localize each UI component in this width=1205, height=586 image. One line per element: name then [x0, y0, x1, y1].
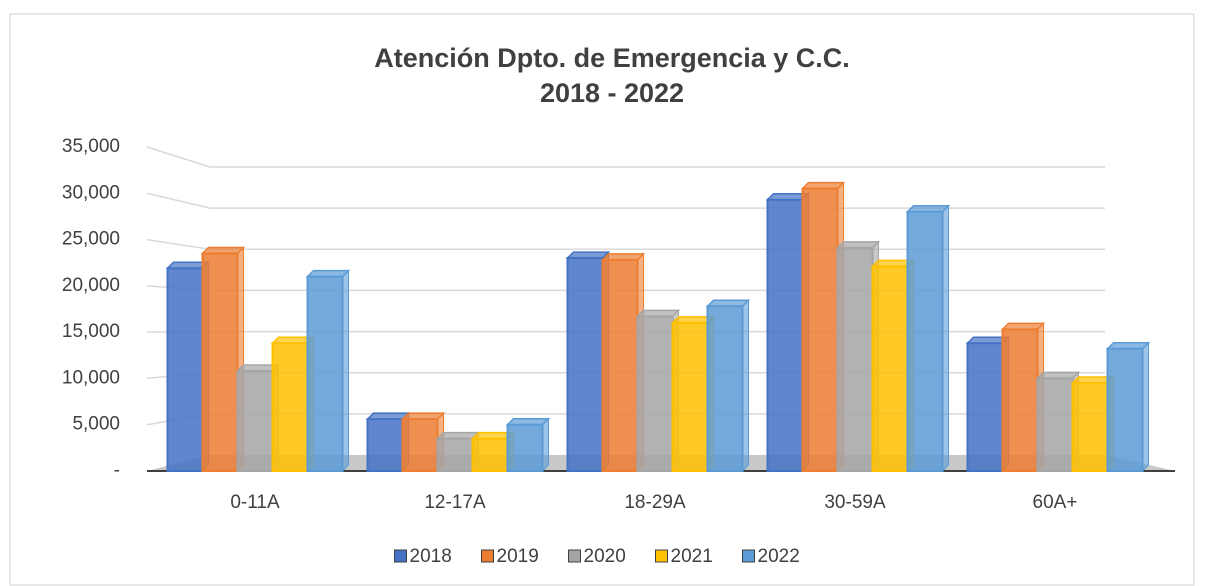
y-tick-label: 25,000	[62, 229, 120, 250]
legend-label: 2022	[758, 546, 800, 567]
chart-subtitle: 2018 - 2022	[540, 78, 684, 108]
legend-swatch	[394, 549, 407, 563]
x-tick-label: 60A+	[1033, 492, 1078, 513]
bar	[166, 267, 204, 473]
bar	[766, 198, 804, 472]
legend-label: 2018	[410, 546, 452, 567]
y-tick-label: 10,000	[62, 367, 120, 388]
x-tick-label: 0-11A	[230, 492, 280, 513]
bar	[671, 321, 709, 472]
bar	[1001, 328, 1039, 473]
bar	[1036, 377, 1074, 472]
x-tick-label: 30-59A	[824, 492, 886, 513]
legend-label: 2021	[671, 546, 713, 567]
legend-label: 2020	[584, 546, 626, 567]
legend-label: 2019	[497, 546, 539, 567]
x-tick-label: 12-17A	[424, 492, 486, 513]
bar	[271, 342, 309, 473]
legend-swatch	[655, 549, 668, 563]
bar	[706, 305, 744, 473]
y-tick-label: 35,000	[62, 136, 120, 157]
legend-swatch	[481, 549, 494, 563]
bar	[801, 187, 839, 473]
bar	[506, 423, 544, 473]
y-tick-label: 30,000	[62, 182, 120, 203]
chart-title: Atención Dpto. de Emergencia y C.C.	[374, 43, 850, 73]
bar	[471, 437, 509, 473]
x-tick-label: 18-29A	[624, 492, 686, 513]
bar	[906, 210, 944, 473]
bar	[836, 246, 874, 472]
y-tick-label: 5,000	[72, 414, 120, 435]
legend-swatch	[742, 549, 755, 563]
bar	[401, 418, 439, 473]
bar	[966, 342, 1004, 473]
bar	[366, 418, 404, 473]
y-tick-label: -	[114, 460, 120, 481]
bar	[871, 265, 909, 472]
y-tick-label: 20,000	[62, 275, 120, 296]
bar	[236, 370, 274, 472]
bar	[636, 315, 674, 472]
bar	[1106, 347, 1144, 473]
bar	[601, 258, 639, 472]
grid-line	[146, 146, 1105, 168]
bar	[306, 275, 344, 472]
bar	[1071, 382, 1109, 472]
bar	[201, 252, 239, 472]
legend-swatch	[568, 549, 581, 563]
bar	[436, 437, 474, 473]
bar	[566, 257, 604, 473]
y-tick-label: 15,000	[62, 321, 120, 342]
